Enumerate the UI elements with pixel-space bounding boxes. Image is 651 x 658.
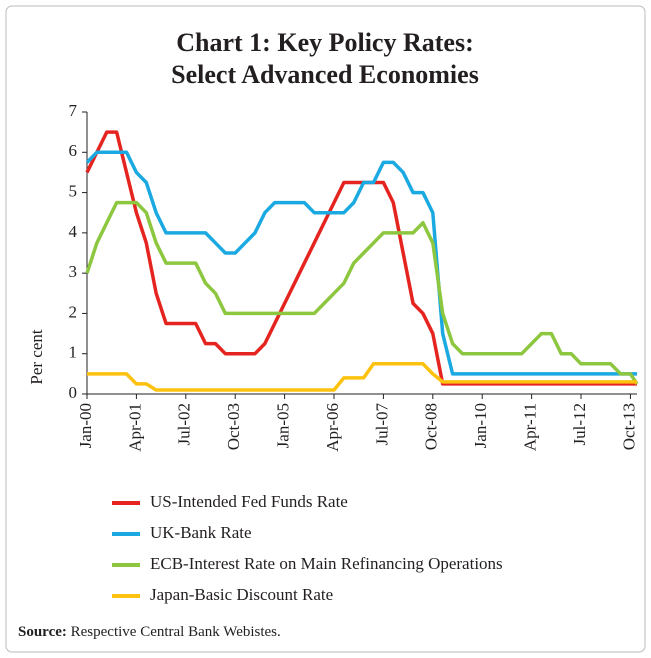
x-tick-label: Oct-03	[224, 403, 243, 450]
y-tick-label: 4	[69, 222, 78, 241]
source-label: Source:	[18, 624, 67, 640]
x-tick-label: Oct-13	[619, 403, 638, 450]
series-line	[87, 362, 637, 392]
legend-label: Japan-Basic Discount Rate	[150, 585, 333, 604]
y-tick-label: 0	[69, 383, 78, 402]
x-tick-label: Jul-07	[372, 403, 391, 446]
x-tick-label: Jul-12	[570, 403, 589, 446]
legend-label: US-Intended Fed Funds Rate	[150, 492, 348, 511]
x-tick-label: Jan-10	[471, 403, 490, 448]
series-line	[85, 200, 639, 385]
y-axis-label: Per cent	[27, 329, 46, 385]
frame	[5, 5, 646, 653]
y-tick-label: 6	[69, 141, 78, 160]
x-tick-label: Jan-05	[274, 403, 293, 448]
x-tick-label: Oct-08	[422, 403, 441, 450]
x-tick-label: Apr-01	[125, 403, 144, 452]
series-line	[85, 150, 637, 376]
y-tick-label: 5	[69, 181, 78, 200]
y-tick-label: 1	[69, 343, 78, 362]
y-tick-label: 3	[69, 262, 78, 281]
x-tick-label: Apr-06	[323, 403, 342, 452]
chart-title: Select Advanced Economies	[171, 60, 479, 89]
source: Source: Respective Central Bank Webistes…	[18, 624, 281, 640]
y-tick-label: 2	[69, 302, 78, 321]
x-tick-label: Jan-00	[76, 403, 95, 448]
x-tick-label: Jul-02	[175, 403, 194, 446]
legend-label: UK-Bank Rate	[150, 523, 252, 542]
x-tick-label: Apr-11	[521, 403, 540, 451]
legend-label: ECB-Interest Rate on Main Refinancing Op…	[150, 554, 503, 573]
series-line	[85, 130, 637, 386]
chart-title: Chart 1: Key Policy Rates:	[176, 28, 473, 57]
source-text: Respective Central Bank Webistes.	[71, 624, 281, 640]
y-tick-label: 7	[69, 101, 78, 120]
